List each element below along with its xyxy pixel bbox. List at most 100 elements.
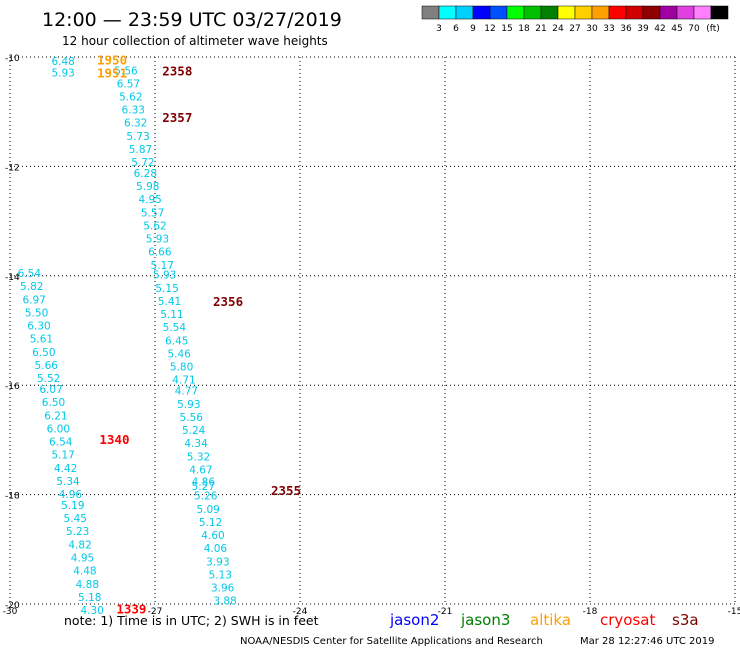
swh-value: 5.09	[196, 504, 219, 516]
swh-value: 5.26	[194, 491, 218, 503]
y-tick-label: -14	[5, 273, 20, 283]
x-tick-label: -24	[293, 607, 308, 617]
time-label: 1339	[116, 601, 146, 616]
swh-value: 5.56	[180, 412, 204, 424]
swh-value: 6.32	[124, 118, 147, 130]
time-label: 1950	[97, 53, 127, 68]
colorbar-label: 42	[654, 24, 665, 34]
swh-value: 5.82	[20, 281, 43, 293]
colorbar-label: 6	[453, 24, 459, 34]
colorbar-swatch	[455, 5, 474, 20]
swh-value: 6.30	[27, 321, 50, 333]
swh-value: 5.24	[182, 425, 206, 437]
swh-value: 6.54	[49, 437, 73, 449]
swh-value: 4.30	[80, 605, 103, 617]
swh-value: 5.87	[129, 144, 152, 156]
swh-value: 4.67	[189, 464, 212, 476]
time-label: 2357	[162, 110, 192, 125]
y-tick-label: -12	[5, 163, 20, 173]
swh-value: 6.57	[117, 78, 140, 90]
swh-value: 4.60	[201, 530, 224, 542]
satellite-legend-altika: altika	[530, 611, 571, 629]
swh-value: 5.57	[141, 207, 164, 219]
x-tick-label: -15	[728, 607, 740, 617]
colorbar-unit: (ft)	[706, 24, 720, 34]
colorbar-label: 70	[688, 24, 700, 34]
swh-value: 5.52	[37, 373, 60, 385]
colorbar-label: 30	[586, 24, 598, 34]
swh-value: 4.88	[76, 579, 99, 591]
x-tick-label: -21	[438, 607, 453, 617]
satellite-legend-jason2: jason2	[389, 611, 439, 629]
colorbar-label: 9	[470, 24, 476, 34]
swh-value: 5.98	[136, 181, 159, 193]
swh-value: 5.45	[64, 513, 87, 525]
swh-value: 5.34	[56, 476, 80, 488]
colorbar: 3 6 9 12 15 18 21 24 27 30 33 36 39 42 45 70 (ft)	[421, 5, 729, 34]
footer-timestamp: Mar 28 12:27:46 UTC 2019	[580, 636, 715, 647]
swh-value: 5.46	[167, 348, 191, 360]
swh-value: 6.21	[44, 410, 67, 422]
swh-value: 5.50	[25, 307, 48, 319]
axis-ticks: -30 -27 -24 -21 -18 -15 -10 -12 -14 -16 -18 -20	[3, 54, 740, 617]
swh-value: 6.54	[18, 268, 42, 280]
swh-value: 6.07	[39, 384, 62, 396]
colorbar-swatch	[625, 5, 644, 20]
satellite-legend-jason3: jason3	[460, 611, 510, 629]
swh-value: 5.56	[114, 66, 138, 78]
swh-value: 3.96	[211, 583, 235, 595]
swh-value: 5.61	[30, 334, 53, 346]
swh-value: 3.93	[206, 556, 229, 568]
colorbar-swatch	[540, 5, 559, 20]
colorbar-label: 36	[620, 24, 632, 34]
swh-value: 6.33	[122, 105, 145, 117]
swh-value: 4.77	[175, 386, 198, 398]
colorbar-swatch	[506, 5, 525, 20]
swh-value: 5.11	[160, 309, 183, 321]
y-tick-label: -10	[5, 54, 20, 64]
colorbar-swatch	[421, 5, 440, 20]
y-tick-label: -18	[5, 492, 20, 502]
colorbar-swatch	[523, 5, 542, 20]
swh-value: 5.13	[209, 569, 232, 581]
swh-value: 5.15	[155, 283, 178, 295]
colorbar-label: 39	[637, 24, 649, 34]
colorbar-swatch	[472, 5, 491, 20]
colorbar-label: 27	[569, 24, 580, 34]
y-tick-label: -16	[5, 382, 20, 392]
colorbar-label: 45	[671, 24, 682, 34]
swh-value: 4.42	[54, 463, 77, 475]
colorbar-label: 24	[552, 24, 564, 34]
time-label: 2355	[271, 483, 301, 498]
swh-values: 6.485.93 5.566.575.626.336.325.735.875.72…	[18, 56, 237, 617]
colorbar-swatch	[489, 5, 508, 20]
chart-subtitle: 12 hour collection of altimeter wave hei…	[62, 34, 328, 48]
satellite-legend: jason2 jason3 altika cryosat s3a	[389, 611, 699, 629]
swh-value: 4.34	[184, 438, 208, 450]
swh-value: 5.17	[151, 260, 174, 272]
colorbar-swatch	[591, 5, 610, 20]
swh-value: 5.17	[51, 450, 74, 462]
swh-value: 5.62	[143, 220, 166, 232]
colorbar-label: 3	[436, 24, 442, 34]
footer-note: note: 1) Time is in UTC; 2) SWH is in fe…	[64, 613, 319, 628]
swh-value: 4.95	[138, 194, 161, 206]
swh-value: 5.41	[158, 296, 181, 308]
swh-value: 3.88	[213, 596, 236, 608]
colorbar-swatch	[710, 5, 729, 20]
x-tick-label: -30	[3, 607, 18, 617]
time-label: 1951	[97, 65, 127, 80]
swh-value: 5.54	[163, 322, 187, 334]
satellite-legend-cryosat: cryosat	[600, 611, 655, 629]
footer-credit: NOAA/NESDIS Center for Satellite Applica…	[240, 636, 543, 647]
swh-value: 5.18	[78, 592, 101, 604]
chart-title: 12:00 — 23:59 UTC 03/27/2019	[42, 9, 342, 31]
colorbar-swatch	[659, 5, 678, 20]
colorbar-swatch	[608, 5, 627, 20]
time-label: 2356	[213, 294, 243, 309]
swh-value: 4.86	[192, 476, 216, 488]
swh-value: 5.93	[51, 67, 74, 79]
swh-value: 5.93	[146, 234, 169, 246]
swh-value: 6.50	[42, 397, 65, 409]
